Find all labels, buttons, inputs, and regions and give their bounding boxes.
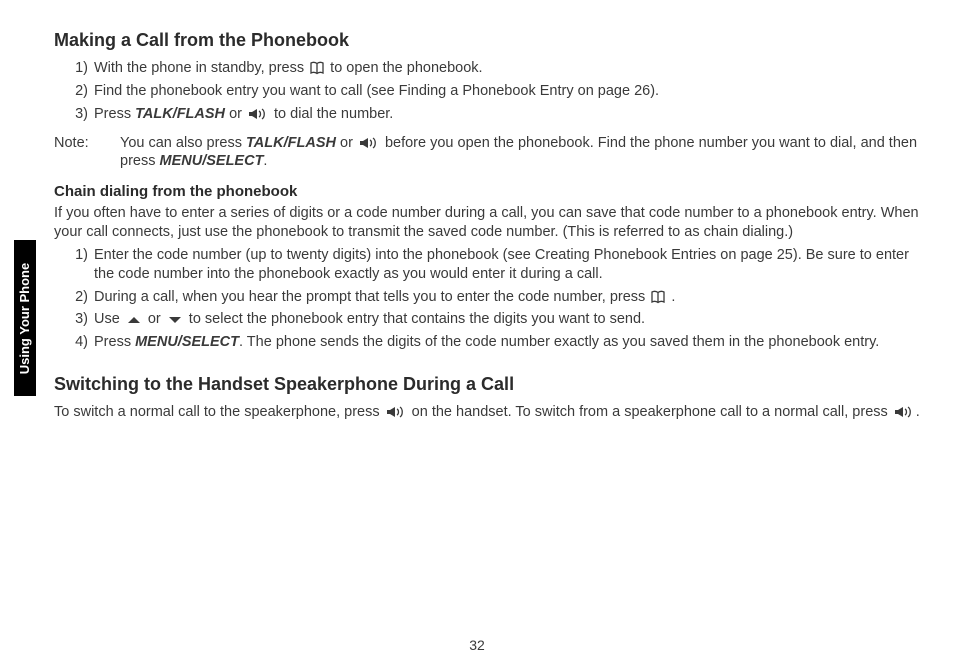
down-arrow-icon [167,315,183,325]
step-text: Press MENU/SELECT. The phone sends the d… [94,333,924,352]
book-icon [310,61,324,75]
step-row: 3) Press TALK/FLASH or to dial the numbe… [72,105,924,124]
side-tab: Using Your Phone [14,240,36,396]
step-number: 3) [72,105,94,124]
step-text: Enter the code number (up to twenty digi… [94,246,924,284]
heading-making-call: Making a Call from the Phonebook [54,30,924,51]
speaker-icon [386,406,406,418]
heading-speakerphone: Switching to the Handset Speakerphone Du… [54,374,924,395]
step-row: 4) Press MENU/SELECT. The phone sends th… [72,333,924,352]
step-number: 2) [72,288,94,307]
side-tab-label: Using Your Phone [18,262,33,373]
step-text: Find the phonebook entry you want to cal… [94,82,924,101]
step-text: Press TALK/FLASH or to dial the number. [94,105,924,124]
speaker-icon [894,406,914,418]
speaker-icon [248,108,268,120]
step-text: Use or to select the phonebook entry tha… [94,310,924,329]
page-number: 32 [0,637,954,653]
heading-chain-dialing: Chain dialing from the phonebook [54,183,924,200]
note-label: Note: [54,134,120,172]
section-speakerphone: Switching to the Handset Speakerphone Du… [54,374,924,422]
note-row: Note: You can also press TALK/FLASH or b… [54,134,924,172]
step-row: 3) Use or to select the phonebook entry … [72,310,924,329]
step-row: 2) Find the phonebook entry you want to … [72,82,924,101]
step-number: 3) [72,310,94,329]
speakerphone-text: To switch a normal call to the speakerph… [54,403,924,422]
page-content: Making a Call from the Phonebook 1) With… [54,30,924,425]
up-arrow-icon [126,315,142,325]
step-row: 1) With the phone in standby, press to o… [72,59,924,78]
step-row: 1) Enter the code number (up to twenty d… [72,246,924,284]
note-text: You can also press TALK/FLASH or before … [120,134,924,172]
book-icon [651,290,665,304]
speaker-icon [359,137,379,149]
step-number: 4) [72,333,94,352]
step-row: 2) During a call, when you hear the prom… [72,288,924,307]
step-number: 1) [72,246,94,284]
step-text: With the phone in standby, press to open… [94,59,924,78]
step-number: 2) [72,82,94,101]
step-text: During a call, when you hear the prompt … [94,288,924,307]
step-number: 1) [72,59,94,78]
chain-intro: If you often have to enter a series of d… [54,204,924,242]
